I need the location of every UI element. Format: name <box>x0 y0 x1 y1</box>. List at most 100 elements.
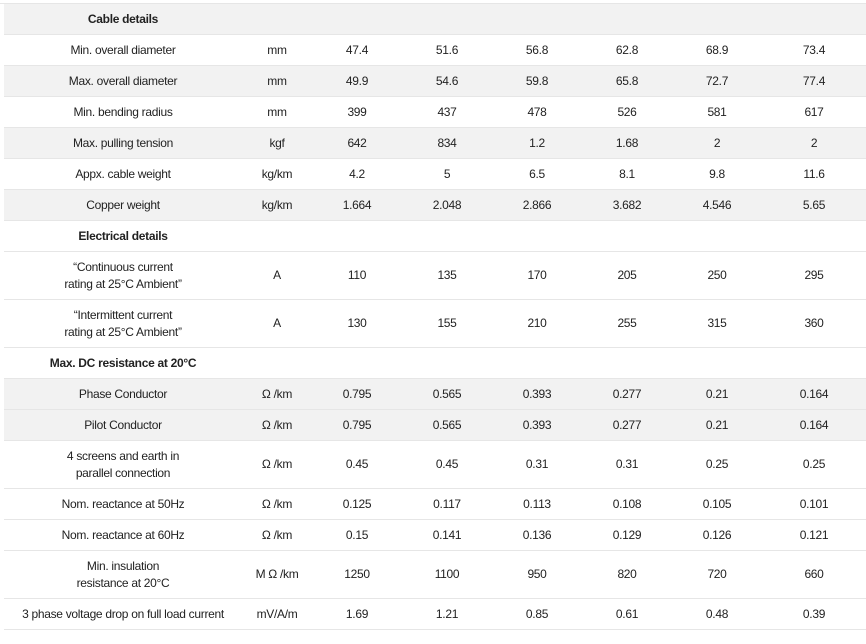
value-cell: 0.795 <box>312 409 402 441</box>
unit-cell: kg/km <box>242 158 312 190</box>
unit-cell: Ω /km <box>242 440 312 489</box>
table-row: 4 screens and earth in parallel connectio… <box>4 440 866 489</box>
section-title: Max. DC resistance at 20°C <box>4 347 242 379</box>
value-cell: 0.25 <box>672 440 762 489</box>
unit-cell: Ω /km <box>242 519 312 551</box>
value-cell: 0.136 <box>492 519 582 551</box>
table-row: Min. insulation resistance at 20°C M Ω /k… <box>4 550 866 599</box>
value-cell: 1.68 <box>582 127 672 159</box>
value-cell: 59.8 <box>492 65 582 97</box>
param-label-line1: “Continuous current <box>73 259 173 274</box>
value-cell: 399 <box>312 96 402 128</box>
value-cell: 2 <box>672 127 762 159</box>
param-label: Appx. cable weight <box>4 158 242 190</box>
param-label: Min. overall diameter <box>4 34 242 66</box>
value-cell: 5.65 <box>762 189 866 221</box>
value-cell: 8.1 <box>582 158 672 190</box>
value-cell: 360 <box>762 299 866 348</box>
table-row: Appx. cable weight kg/km 4.2 5 6.5 8.1 9… <box>4 158 866 190</box>
param-label: “Intermittent current rating at 25°C Ambi… <box>4 299 242 348</box>
value-cell: 68.9 <box>672 34 762 66</box>
value-cell: 73.4 <box>762 34 866 66</box>
section-header-dc-resistance: Max. DC resistance at 20°C <box>4 347 866 379</box>
param-label-line1: 4 screens and earth in <box>66 448 180 463</box>
table-row: 3 phase voltage drop on full load curren… <box>4 598 866 630</box>
value-cell: 0.164 <box>762 378 866 410</box>
value-cell: 0.393 <box>492 409 582 441</box>
param-label-line1: Min. insulation <box>86 558 160 573</box>
table-row: Min. bending radius mm 399 437 478 526 5… <box>4 96 866 128</box>
table-row: Max. overall diameter mm 49.9 54.6 59.8 … <box>4 65 866 97</box>
unit-cell: mm <box>242 96 312 128</box>
param-label: Max. overall diameter <box>4 65 242 97</box>
value-cell: 11.6 <box>762 158 866 190</box>
value-cell: 0.21 <box>672 378 762 410</box>
cable-spec-table: Cable details Min. overall diameter mm 4… <box>4 4 866 630</box>
value-cell: 205 <box>582 251 672 300</box>
param-label: Min. bending radius <box>4 96 242 128</box>
param-label: Nom. reactance at 50Hz <box>4 488 242 520</box>
value-cell: 1.664 <box>312 189 402 221</box>
unit-cell: Ω /km <box>242 378 312 410</box>
unit-cell: M Ω /km <box>242 550 312 599</box>
param-label: Nom. reactance at 60Hz <box>4 519 242 551</box>
param-label: Copper weight <box>4 189 242 221</box>
value-cell: 720 <box>672 550 762 599</box>
unit-cell: mm <box>242 65 312 97</box>
param-label-line2: rating at 25°C Ambient” <box>64 276 182 291</box>
value-cell: 0.61 <box>582 598 672 630</box>
section-title: Cable details <box>4 4 242 35</box>
value-cell: 56.8 <box>492 34 582 66</box>
value-cell: 250 <box>672 251 762 300</box>
value-cell: 0.277 <box>582 409 672 441</box>
section-header-cable-details: Cable details <box>4 4 866 35</box>
value-cell: 0.45 <box>402 440 492 489</box>
param-label: 4 screens and earth in parallel connectio… <box>4 440 242 489</box>
value-cell: 0.795 <box>312 378 402 410</box>
value-cell: 0.164 <box>762 409 866 441</box>
value-cell: 581 <box>672 96 762 128</box>
value-cell: 0.101 <box>762 488 866 520</box>
table-row: “Continuous current rating at 25°C Ambien… <box>4 251 866 300</box>
param-label-line2: rating at 25°C Ambient” <box>64 324 182 339</box>
section-title: Electrical details <box>4 220 242 252</box>
value-cell: 155 <box>402 299 492 348</box>
unit-cell: mm <box>242 34 312 66</box>
value-cell: 210 <box>492 299 582 348</box>
value-cell: 1.21 <box>402 598 492 630</box>
value-cell: 820 <box>582 550 672 599</box>
value-cell: 0.277 <box>582 378 672 410</box>
value-cell: 51.6 <box>402 34 492 66</box>
value-cell: 2.866 <box>492 189 582 221</box>
value-cell: 9.8 <box>672 158 762 190</box>
param-label-line1: “Intermittent current <box>73 307 173 322</box>
value-cell: 77.4 <box>762 65 866 97</box>
value-cell: 315 <box>672 299 762 348</box>
value-cell: 4.546 <box>672 189 762 221</box>
value-cell: 0.113 <box>492 488 582 520</box>
value-cell: 0.126 <box>672 519 762 551</box>
value-cell: 0.48 <box>672 598 762 630</box>
value-cell: 130 <box>312 299 402 348</box>
param-label-line2: parallel connection <box>75 465 171 480</box>
value-cell: 0.565 <box>402 378 492 410</box>
value-cell: 54.6 <box>402 65 492 97</box>
unit-cell: A <box>242 299 312 348</box>
table-row: “Intermittent current rating at 25°C Ambi… <box>4 299 866 348</box>
value-cell: 5 <box>402 158 492 190</box>
param-label: Min. insulation resistance at 20°C <box>4 550 242 599</box>
value-cell: 65.8 <box>582 65 672 97</box>
value-cell: 0.121 <box>762 519 866 551</box>
param-label: Pilot Conductor <box>4 409 242 441</box>
value-cell: 0.25 <box>762 440 866 489</box>
unit-cell: kg/km <box>242 189 312 221</box>
value-cell: 135 <box>402 251 492 300</box>
value-cell: 660 <box>762 550 866 599</box>
value-cell: 0.31 <box>582 440 672 489</box>
table-row: Copper weight kg/km 1.664 2.048 2.866 3.… <box>4 189 866 221</box>
value-cell: 72.7 <box>672 65 762 97</box>
value-cell: 0.45 <box>312 440 402 489</box>
value-cell: 437 <box>402 96 492 128</box>
param-label: 3 phase voltage drop on full load curren… <box>4 598 242 630</box>
